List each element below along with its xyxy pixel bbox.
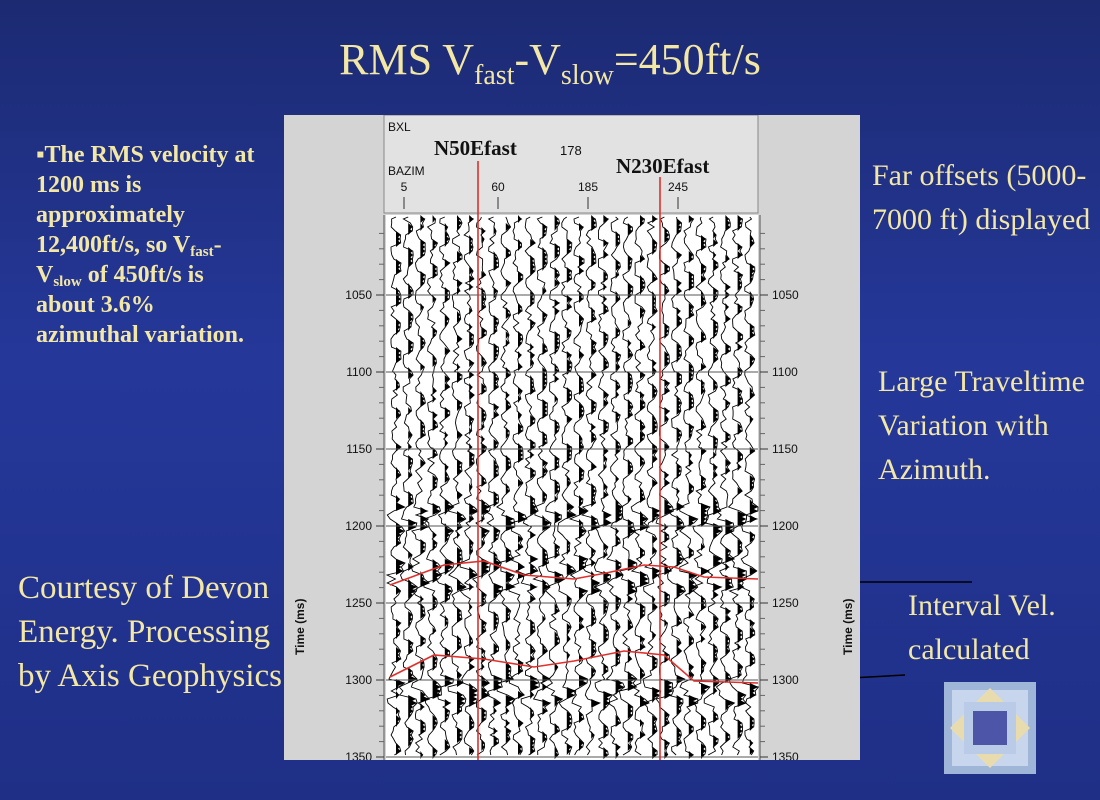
wiggle-traces <box>385 215 760 759</box>
trace-area <box>386 215 758 760</box>
wiggle-trace-fill <box>469 215 479 755</box>
wiggle-trace-fill <box>420 215 430 759</box>
tick-label-left-1250: 1250 <box>345 596 372 610</box>
wiggle-trace <box>435 216 455 756</box>
wiggle-trace-fill <box>676 219 686 747</box>
wiggle-trace-fill <box>640 215 649 739</box>
tick-label-left-1300: 1300 <box>345 673 372 687</box>
wiggle-trace-fill <box>493 227 503 747</box>
wiggle-trace-fill <box>444 223 454 751</box>
courtesy-note: Courtesy of Devon Energy. Processing by … <box>18 570 282 694</box>
azimuth-ticks: 5 60 185 245 <box>401 180 688 209</box>
azimuth-tick-label-245: 245 <box>668 180 688 194</box>
wiggle-trace-fill <box>505 223 515 743</box>
wiggle-trace-fill <box>591 215 600 739</box>
wiggle-trace-fill <box>603 215 613 759</box>
header-bxl: BXL <box>388 120 411 134</box>
wiggle-trace-fill <box>725 215 735 743</box>
wiggle-trace <box>691 216 711 756</box>
horizon-picks <box>389 560 759 684</box>
header-bazim: BAZIM <box>388 164 425 178</box>
tick-label-left-1200: 1200 <box>345 519 372 533</box>
tick-label-left-1350: 1350 <box>345 750 372 760</box>
wiggle-trace-fill <box>457 215 466 743</box>
far-offsets-note: Far offsets (5000-7000 ft) displayed <box>872 159 1091 236</box>
azimuth-tick-label-60: 60 <box>491 180 505 194</box>
rms-velocity-note: ▪The RMS velocity at 1200 ms is approxim… <box>36 142 255 348</box>
header-bxl-value: 178 <box>560 143 582 158</box>
tick-label-right-1200: 1200 <box>772 519 799 533</box>
wiggle-trace-fill <box>615 231 625 759</box>
seismic-svg: 1050 1050 1100 1100 1150 1150 1200 1200 1250 1250… <box>284 115 860 760</box>
wiggle-trace-fill <box>749 235 759 755</box>
wiggle-trace <box>630 216 650 756</box>
azimuth-tick-label-5: 5 <box>401 180 408 194</box>
wiggle-trace <box>484 216 503 756</box>
wiggle-trace <box>666 216 686 756</box>
wiggle-trace <box>398 216 418 756</box>
tick-label-right-1150: 1150 <box>772 442 798 456</box>
wiggle-trace-fill <box>688 215 698 759</box>
wiggle-trace <box>605 216 626 756</box>
fast-label-n50e: N50Efast <box>434 136 517 160</box>
nested-diamond-square-icon <box>944 682 1036 774</box>
wiggle-trace-fill <box>542 223 551 743</box>
wiggle-trace-fill <box>737 215 747 739</box>
fast-azimuth-lines <box>477 161 661 760</box>
seismic-section: 1050 1050 1100 1100 1150 1150 1200 1200 1250 1250… <box>284 115 860 760</box>
interval-velocity-note: Interval Vel. calculated <box>908 589 1056 666</box>
wiggle-trace-fill <box>713 231 723 747</box>
wiggle-trace-fill <box>554 215 564 759</box>
traveltime-variation-note: Large Traveltime Variation with Azimuth. <box>878 365 1085 486</box>
wiggle-trace <box>557 216 577 756</box>
wiggle-trace <box>532 216 552 756</box>
azimuth-tick-label-185: 185 <box>578 180 598 194</box>
tick-label-right-1100: 1100 <box>772 365 798 379</box>
horizon-pick-upper <box>389 560 759 586</box>
time-gridlines <box>386 294 758 758</box>
time-ticks: 1050 1050 1100 1100 1150 1150 1200 1200 1250 1250… <box>345 232 799 760</box>
header-box <box>383 115 759 214</box>
wiggle-trace <box>642 216 662 756</box>
wiggle-trace <box>568 216 589 756</box>
wiggle-trace <box>618 216 638 756</box>
tick-label-right-1050: 1050 <box>772 288 799 302</box>
wiggle-trace <box>447 216 467 756</box>
wiggle-trace <box>410 216 431 756</box>
wiggle-trace <box>581 216 601 756</box>
wiggle-trace-fill <box>432 215 442 759</box>
wiggle-trace <box>385 216 406 756</box>
wiggle-trace-fill <box>408 223 418 747</box>
wiggle-trace-fill <box>518 215 527 755</box>
wiggle-trace <box>495 216 516 756</box>
time-axis-label-left: Time (ms) <box>293 599 307 655</box>
wiggle-trace-fill <box>396 231 405 755</box>
tick-label-left-1150: 1150 <box>346 442 372 456</box>
wiggle-trace-fill <box>579 223 588 751</box>
tick-label-left-1050: 1050 <box>345 288 372 302</box>
wiggle-trace <box>423 216 443 756</box>
wiggle-trace <box>703 216 723 756</box>
tick-label-right-1300: 1300 <box>772 673 799 687</box>
fast-label-n230e: N230Efast <box>616 154 709 178</box>
tick-label-right-1350: 1350 <box>772 750 799 760</box>
wiggle-trace-fill <box>530 239 540 755</box>
wiggle-trace-fill <box>701 235 710 759</box>
horizon-pick-lower <box>389 650 759 684</box>
wiggle-trace-fill <box>627 223 637 751</box>
time-axis-label-right: Time (ms) <box>841 599 855 655</box>
tick-label-right-1250: 1250 <box>772 596 799 610</box>
tick-label-left-1100: 1100 <box>346 365 372 379</box>
logo-core-square <box>973 711 1007 745</box>
wiggle-trace-fill <box>566 239 576 755</box>
wiggle-trace-fill <box>664 227 674 759</box>
slide-title: RMS Vfast-Vslow=450ft/s <box>339 35 761 91</box>
